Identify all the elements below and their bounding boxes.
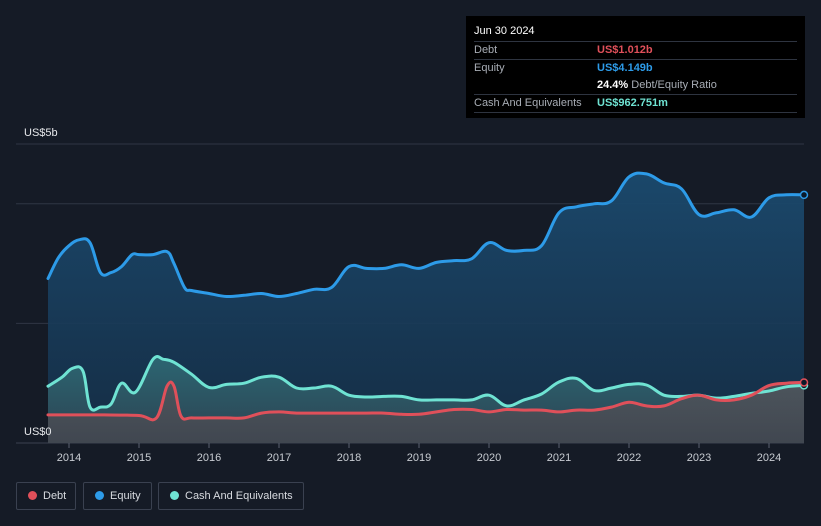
chart-axis: US$5b US$0 2014 2015 2016 2017 2018 2019 2020 202…	[24, 127, 781, 464]
tooltip-ratio-row: 24.4% Debt/Equity Ratio	[474, 77, 797, 94]
tooltip-ratio-label: Debt/Equity Ratio	[631, 79, 717, 91]
tooltip-ratio-value: 24.4%	[597, 79, 629, 91]
tooltip-cash-value: US$962.751m	[597, 97, 668, 109]
equity-end-marker	[799, 190, 809, 200]
tooltip-cash-label: Cash And Equivalents	[474, 97, 582, 109]
x-tick-label-2024: 2024	[757, 452, 781, 464]
legend-label-cash: Cash And Equivalents	[185, 490, 293, 502]
equity-line	[46, 171, 806, 299]
tooltip-equity-label: Equity	[474, 62, 505, 74]
x-tick-label-2020: 2020	[477, 452, 501, 464]
legend-label-equity: Equity	[110, 490, 141, 502]
x-tick-label-2023: 2023	[687, 452, 711, 464]
tooltip-equity-value: US$4.149b	[597, 62, 653, 74]
hover-tooltip: Jun 30 2024 Debt US$1.012b Equity US$4.1…	[466, 16, 805, 118]
debt-end-marker	[799, 378, 809, 387]
cash-legend-dot-icon	[170, 491, 179, 500]
legend-label-debt: Debt	[43, 490, 67, 502]
x-tick-label-2021: 2021	[547, 452, 571, 464]
x-tick-label-2015: 2015	[127, 452, 151, 464]
debt-area	[48, 382, 804, 443]
x-tick-label-2017: 2017	[267, 452, 291, 464]
x-tick-label-2014: 2014	[57, 452, 81, 464]
debt-line	[46, 380, 806, 422]
chart-areas	[48, 173, 804, 444]
tooltip-cash-row: Cash And Equivalents US$962.751m	[474, 94, 797, 113]
equity-area	[48, 173, 804, 444]
tooltip-ratio: 24.4% Debt/Equity Ratio	[597, 77, 717, 93]
tooltip-date: Jun 30 2024	[474, 25, 535, 37]
y-tick-label: US$0	[24, 426, 52, 438]
tooltip-debt-label: Debt	[474, 44, 498, 56]
tooltip-debt-row: Debt US$1.012b	[474, 41, 797, 59]
x-tick-label-2019: 2019	[407, 452, 431, 464]
x-tick-label-2016: 2016	[197, 452, 221, 464]
tooltip-equity-row: Equity US$4.149b	[474, 59, 797, 77]
legend-item-equity[interactable]: Equity	[83, 482, 152, 510]
x-tick-label-2022: 2022	[617, 452, 641, 464]
x-tick-label-2018: 2018	[337, 452, 361, 464]
cash-line	[46, 355, 806, 412]
legend-item-debt[interactable]: Debt	[16, 482, 76, 510]
tooltip-debt-value: US$1.012b	[597, 44, 653, 56]
chart-lines	[46, 171, 806, 422]
equity-legend-dot-icon	[95, 491, 104, 500]
debt-legend-dot-icon	[28, 491, 37, 500]
legend-item-cash[interactable]: Cash And Equivalents	[158, 482, 304, 510]
chart-end-markers	[799, 190, 809, 390]
y-tick-label: US$5b	[24, 127, 58, 139]
